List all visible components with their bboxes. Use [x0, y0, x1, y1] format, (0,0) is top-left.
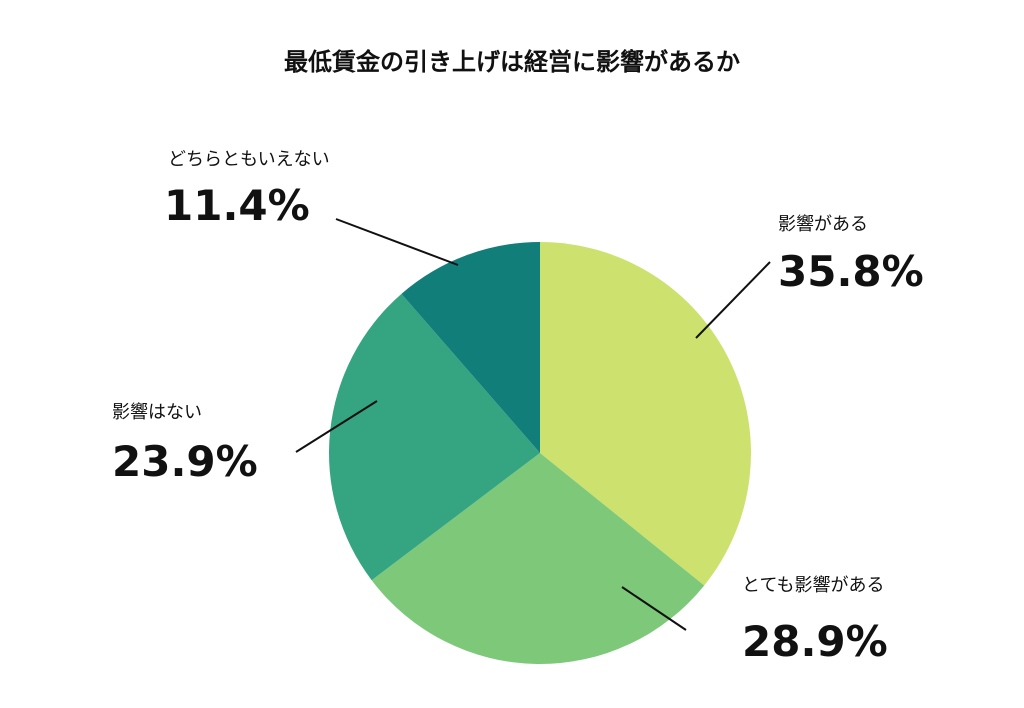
pie-slices: [329, 242, 751, 665]
leader-lines: [295, 218, 771, 631]
pie-slice: [401, 242, 540, 453]
slice-category-label: とても影響がある: [742, 575, 885, 596]
slice-value-label: 23.9%: [112, 437, 258, 486]
slice-category-label: 影響がある: [778, 214, 868, 235]
slice-labels: 影響がある 35.8% とても影響がある 28.9% 影響はない 23.9% どちらともいえ…: [112, 149, 924, 666]
pie-slice: [329, 293, 540, 581]
slice-category-label: 影響はない: [112, 402, 202, 423]
leader-line: [295, 400, 378, 453]
pie-slice: [540, 242, 751, 586]
slice-value-label: 28.9%: [742, 617, 888, 666]
leader-line: [335, 218, 459, 266]
chart-title: 最低賃金の引き上げは経営に影響があるか: [284, 48, 740, 76]
slice-value-label: 35.8%: [778, 247, 924, 296]
leader-line: [621, 586, 687, 631]
slice-value-label: 11.4%: [164, 181, 310, 230]
slice-category-label: どちらともいえない: [168, 149, 330, 170]
leader-line: [695, 261, 771, 339]
pie-slice: [371, 453, 705, 665]
